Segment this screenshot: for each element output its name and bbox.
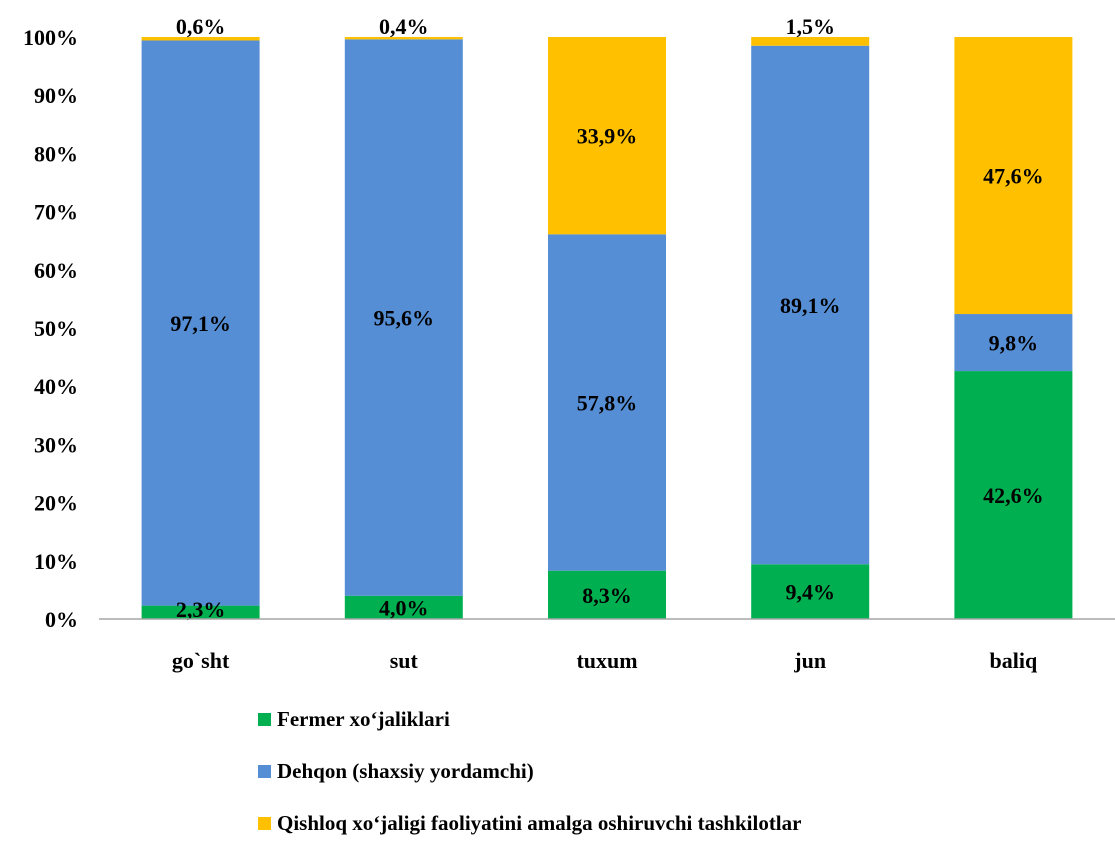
data-label: 8,3% bbox=[582, 583, 632, 608]
data-label: 1,5% bbox=[785, 14, 835, 39]
x-tick-label: baliq bbox=[990, 648, 1038, 673]
bars bbox=[141, 37, 1073, 619]
bar-segment bbox=[751, 37, 870, 46]
data-label: 97,1% bbox=[170, 311, 231, 336]
x-tick-label: go`sht bbox=[172, 648, 230, 673]
y-tick-label: 70% bbox=[34, 200, 78, 225]
data-label: 89,1% bbox=[780, 293, 841, 318]
y-tick-label: 10% bbox=[34, 549, 78, 574]
legend-item-fermer: Fermer xo‘jaliklari bbox=[258, 706, 801, 732]
legend-swatch bbox=[258, 816, 271, 830]
y-tick-label: 40% bbox=[34, 374, 78, 399]
x-tick-label: tuxum bbox=[576, 648, 637, 673]
y-tick-label: 20% bbox=[34, 491, 78, 516]
legend: Fermer xo‘jaliklari Dehqon (shaxsiy yord… bbox=[258, 706, 801, 862]
legend-label: Dehqon (shaxsiy yordamchi) bbox=[277, 758, 534, 783]
bar-segment bbox=[548, 570, 666, 619]
bar-segment bbox=[751, 45, 870, 565]
legend-label: Qishloq xo‘jaligi faoliyatini amalga osh… bbox=[277, 810, 802, 835]
data-label: 42,6% bbox=[983, 483, 1044, 508]
legend-item-dehqon: Dehqon (shaxsiy yordamchi) bbox=[258, 758, 801, 784]
bar-segment bbox=[141, 37, 260, 41]
bar-segment bbox=[548, 37, 666, 235]
data-label: 95,6% bbox=[374, 306, 435, 331]
data-label: 9,8% bbox=[989, 331, 1039, 356]
bar-segment bbox=[344, 595, 463, 619]
x-tick-label: sut bbox=[390, 648, 419, 673]
legend-swatch bbox=[258, 712, 271, 726]
legend-swatch bbox=[258, 764, 271, 778]
y-tick-label: 100% bbox=[23, 25, 78, 50]
bar-segment bbox=[954, 37, 1073, 315]
y-tick-label: 80% bbox=[34, 141, 78, 166]
y-tick-label: 0% bbox=[45, 607, 78, 632]
y-tick-label: 90% bbox=[34, 83, 78, 108]
x-tick-label: jun bbox=[793, 648, 826, 673]
data-label: 0,6% bbox=[176, 14, 226, 39]
data-label: 9,4% bbox=[785, 580, 835, 605]
data-label: 33,9% bbox=[577, 124, 638, 149]
data-labels: 2,3% 97,1% 0,6% 4,0% 95,6% 0,4% 8,3% 57,8% 33,9%… bbox=[170, 14, 1043, 622]
y-axis: 0% 10% 20% 30% 40% 50% 60% 70% 80% 90% 100% bbox=[23, 25, 78, 632]
y-tick-label: 50% bbox=[34, 316, 78, 341]
y-tick-label: 30% bbox=[34, 432, 78, 457]
data-label: 47,6% bbox=[983, 164, 1044, 189]
x-axis: go`sht sut tuxum jun baliq bbox=[172, 648, 1038, 673]
bar-segment bbox=[141, 605, 260, 619]
data-label: 2,3% bbox=[176, 597, 226, 622]
bar-segment bbox=[548, 234, 666, 571]
data-label: 4,0% bbox=[379, 595, 429, 620]
bar-segment bbox=[141, 40, 260, 606]
y-tick-label: 60% bbox=[34, 258, 78, 283]
legend-label: Fermer xo‘jaliklari bbox=[277, 706, 450, 731]
legend-item-tashkilotlar: Qishloq xo‘jaligi faoliyatini amalga osh… bbox=[258, 810, 801, 836]
data-label: 0,4% bbox=[379, 14, 429, 39]
bar-segment bbox=[344, 39, 463, 596]
bar-segment bbox=[954, 371, 1073, 619]
bar-segment bbox=[954, 314, 1073, 372]
bar-segment bbox=[344, 37, 463, 40]
data-label: 57,8% bbox=[577, 390, 638, 415]
bar-segment bbox=[751, 564, 870, 619]
